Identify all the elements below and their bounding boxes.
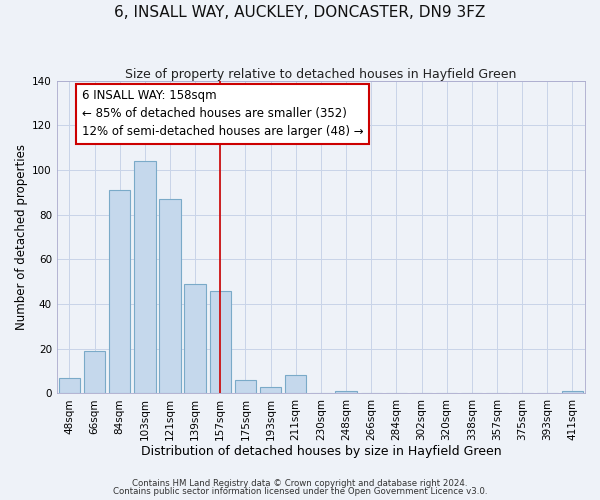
Bar — [260, 386, 281, 394]
Text: 6, INSALL WAY, AUCKLEY, DONCASTER, DN9 3FZ: 6, INSALL WAY, AUCKLEY, DONCASTER, DN9 3… — [115, 5, 485, 20]
Bar — [335, 391, 357, 394]
Title: Size of property relative to detached houses in Hayfield Green: Size of property relative to detached ho… — [125, 68, 517, 80]
Bar — [285, 376, 307, 394]
Bar — [209, 290, 231, 394]
Bar — [84, 351, 105, 394]
Bar — [562, 391, 583, 394]
Bar — [59, 378, 80, 394]
Y-axis label: Number of detached properties: Number of detached properties — [15, 144, 28, 330]
Text: 6 INSALL WAY: 158sqm
← 85% of detached houses are smaller (352)
12% of semi-deta: 6 INSALL WAY: 158sqm ← 85% of detached h… — [82, 90, 364, 138]
Bar — [184, 284, 206, 394]
X-axis label: Distribution of detached houses by size in Hayfield Green: Distribution of detached houses by size … — [140, 444, 501, 458]
Bar — [109, 190, 130, 394]
Text: Contains HM Land Registry data © Crown copyright and database right 2024.: Contains HM Land Registry data © Crown c… — [132, 478, 468, 488]
Bar — [159, 199, 181, 394]
Bar — [235, 380, 256, 394]
Bar — [134, 161, 155, 394]
Text: Contains public sector information licensed under the Open Government Licence v3: Contains public sector information licen… — [113, 487, 487, 496]
